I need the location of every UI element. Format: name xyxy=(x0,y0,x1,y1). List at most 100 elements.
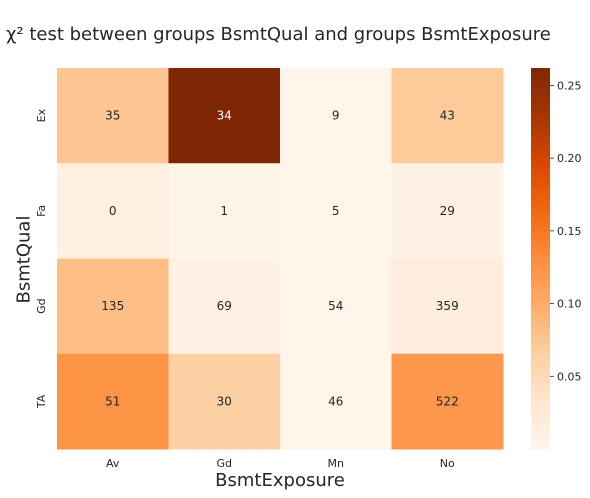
colorbar-segment xyxy=(531,153,550,158)
colorbar-segment xyxy=(531,293,550,298)
colorbar-segment xyxy=(531,182,550,187)
colorbar-segment xyxy=(531,426,550,431)
colorbar-segment xyxy=(531,268,550,272)
colorbar-segment xyxy=(531,398,550,402)
colorbar-segment xyxy=(531,163,550,168)
colorbar-segment xyxy=(531,248,550,253)
colorbar-segment xyxy=(531,191,550,196)
colorbar-segment xyxy=(531,261,550,266)
colorbar-segment xyxy=(531,74,550,79)
colorbar-segment xyxy=(531,198,550,202)
colorbar-segment xyxy=(531,112,550,117)
y-tick-label: TA xyxy=(35,394,48,409)
cell-annotation: 51 xyxy=(105,394,120,408)
heatmap-cell-Ex-Av xyxy=(57,68,169,164)
colorbar-segment xyxy=(531,347,550,352)
colorbar-segment xyxy=(531,220,550,225)
heatmap-cell-Fa-Av xyxy=(57,163,169,259)
x-tick-label: Av xyxy=(106,457,120,470)
heatmap-cell-TA-Mn xyxy=(280,353,392,450)
colorbar-segment xyxy=(531,369,550,374)
colorbar-segment xyxy=(531,185,550,190)
colorbar-segment xyxy=(531,315,550,320)
cell-annotation: 30 xyxy=(217,394,232,408)
colorbar-segment xyxy=(531,134,550,139)
colorbar-segment xyxy=(531,217,550,221)
colorbar-segment xyxy=(531,395,550,399)
colorbar-segment xyxy=(531,309,550,314)
colorbar-segment xyxy=(531,318,550,323)
colorbar-segment xyxy=(531,99,550,104)
heatmap-cell-Gd-Mn xyxy=(280,258,392,355)
heatmap-cell-TA-No xyxy=(391,353,504,450)
colorbar-segment xyxy=(531,109,550,114)
heatmap-cell-Gd-No xyxy=(391,258,504,355)
colorbar-segment xyxy=(531,90,550,94)
cell-annotation: 359 xyxy=(436,299,459,313)
cell-annotation: 29 xyxy=(440,204,455,218)
colorbar-segment xyxy=(531,169,550,174)
colorbar-segment xyxy=(531,102,550,107)
colorbar-segment xyxy=(531,328,550,333)
colorbar-segment xyxy=(531,147,550,152)
y-axis-label: BsmtQual xyxy=(13,215,35,304)
colorbar-segment xyxy=(531,433,550,437)
colorbar-segment xyxy=(531,144,550,148)
colorbar-segment xyxy=(531,226,550,231)
colorbar-tick-label: 0.10 xyxy=(557,298,582,311)
cell-annotation: 5 xyxy=(332,204,340,218)
colorbar-segment xyxy=(531,87,550,91)
colorbar-segment xyxy=(531,236,550,241)
colorbar-segment xyxy=(531,150,550,155)
colorbar-segment xyxy=(531,379,550,383)
colorbar-segment xyxy=(531,388,550,393)
colorbar-segment xyxy=(531,137,550,142)
colorbar-segment xyxy=(531,264,550,269)
heatmap-cell-Fa-Gd xyxy=(168,163,281,259)
colorbar-segment xyxy=(531,239,550,244)
colorbar-segment xyxy=(531,160,550,164)
heatmap-cell-Fa-No xyxy=(391,163,504,259)
colorbar-segment xyxy=(531,290,550,295)
cell-annotation: 135 xyxy=(101,299,124,313)
colorbar-segment xyxy=(531,401,550,406)
colorbar-segment xyxy=(531,363,550,368)
colorbar-segment xyxy=(531,375,550,380)
colorbar-segment xyxy=(531,96,550,101)
colorbar-segment xyxy=(531,255,550,260)
colorbar-segment xyxy=(531,334,550,339)
x-tick-label: Gd xyxy=(216,457,232,470)
colorbar-segment xyxy=(531,350,550,355)
colorbar-segment xyxy=(531,274,550,279)
colorbar-segment xyxy=(531,302,550,307)
colorbar-segment xyxy=(531,179,550,183)
colorbar-segment xyxy=(531,131,550,136)
colorbar-segment xyxy=(531,366,550,371)
colorbar-segment xyxy=(531,420,550,425)
colorbar-tick-label: 0.15 xyxy=(557,225,582,238)
colorbar-segment xyxy=(531,417,550,422)
colorbar-tick-label: 0.25 xyxy=(557,79,582,92)
colorbar-segment xyxy=(531,258,550,263)
colorbar-segment xyxy=(531,141,550,145)
colorbar-segment xyxy=(531,341,550,345)
colorbar-segment xyxy=(531,287,550,291)
heatmap-cell-Ex-Mn xyxy=(280,68,392,164)
colorbar-segment xyxy=(531,252,550,256)
colorbar-segment xyxy=(531,175,550,180)
colorbar-segment xyxy=(531,277,550,282)
x-axis-label: BsmtExposure xyxy=(215,470,345,491)
y-tick-label: Ex xyxy=(35,108,48,122)
colorbar-segment xyxy=(531,360,550,364)
heatmap-cell-TA-Av xyxy=(57,353,169,450)
colorbar-segment xyxy=(531,299,550,304)
colorbar-segment xyxy=(531,445,550,450)
x-tick-label: No xyxy=(440,457,455,470)
heatmap-cell-Ex-No xyxy=(391,68,504,164)
colorbar-segment xyxy=(531,414,550,418)
colorbar-segment xyxy=(531,296,550,301)
colorbar-segment xyxy=(531,207,550,212)
colorbar-segment xyxy=(531,128,550,133)
cell-annotation: 9 xyxy=(332,109,340,123)
